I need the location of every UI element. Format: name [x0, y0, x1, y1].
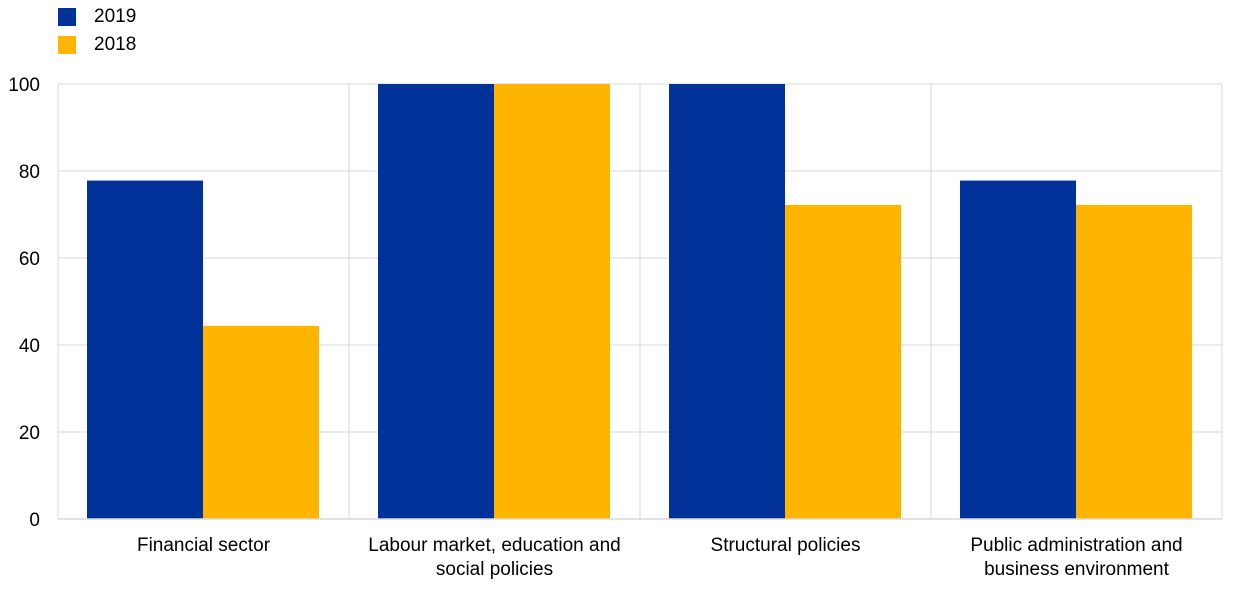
legend-swatch-2018 — [58, 36, 76, 54]
category-label-3-line-0: Public administration and — [970, 535, 1182, 556]
y-tick-label-80: 80 — [19, 162, 40, 183]
bar-2019-1 — [378, 84, 494, 519]
legend: 2019 2018 — [58, 3, 136, 59]
bar-2018-2 — [785, 204, 901, 519]
y-tick-label-40: 40 — [19, 336, 40, 357]
legend-label-2018: 2018 — [94, 34, 137, 55]
category-label-1-line-1: social policies — [436, 559, 553, 580]
category-label-2-line-0: Structural policies — [711, 535, 861, 556]
y-tick-label-60: 60 — [19, 249, 40, 270]
bar-2018-1 — [494, 84, 610, 519]
legend-label-2019: 2019 — [94, 6, 137, 27]
bar-2018-3 — [1076, 204, 1192, 519]
bar-2019-2 — [669, 84, 785, 519]
legend-item-2018: 2018 — [58, 31, 136, 59]
category-label-1-line-0: Labour market, education and — [368, 535, 620, 556]
legend-swatch-2019 — [58, 8, 76, 26]
bar-2019-3 — [960, 180, 1076, 519]
bar-2018-0 — [203, 325, 319, 519]
category-label-3-line-1: business environment — [984, 559, 1170, 580]
bar-2019-0 — [87, 180, 203, 519]
legend-item-2019: 2019 — [58, 3, 136, 31]
y-tick-label-0: 0 — [29, 510, 40, 531]
category-label-0-line-0: Financial sector — [137, 535, 271, 556]
y-tick-label-20: 20 — [19, 423, 40, 444]
y-tick-label-100: 100 — [8, 75, 40, 96]
